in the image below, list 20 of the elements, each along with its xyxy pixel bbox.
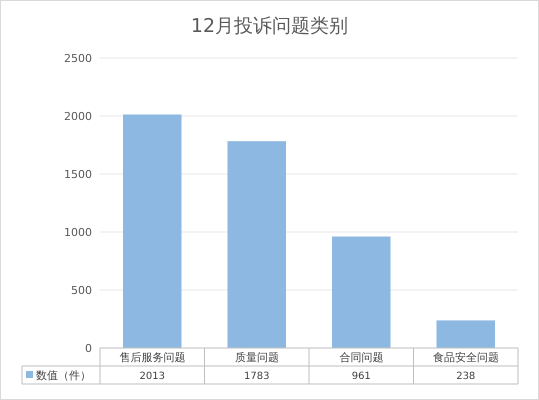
- bar: [436, 320, 496, 348]
- y-tick-label: 2000: [64, 110, 92, 123]
- bar: [122, 114, 182, 348]
- bar: [227, 141, 286, 348]
- x-tick-label: 合同问题: [339, 351, 384, 364]
- chart-title: 12月投诉问题类别: [190, 15, 348, 37]
- y-tick-label: 0: [85, 342, 92, 355]
- y-tick-label: 1000: [64, 226, 92, 239]
- y-tick-label: 500: [71, 284, 92, 297]
- data-label: 2013: [140, 371, 165, 382]
- x-tick-label: 质量问题: [234, 351, 279, 364]
- bar: [332, 236, 391, 348]
- x-tick-label: 售后服务问题: [119, 351, 186, 364]
- data-label: 1783: [244, 371, 270, 382]
- y-tick-label: 2500: [64, 52, 92, 65]
- x-tick-label: 食品安全问题: [432, 351, 499, 364]
- y-tick-label: 1500: [64, 168, 92, 181]
- data-label: 238: [456, 371, 476, 382]
- legend-label: 数值（件）: [36, 369, 91, 382]
- data-label: 961: [352, 371, 371, 382]
